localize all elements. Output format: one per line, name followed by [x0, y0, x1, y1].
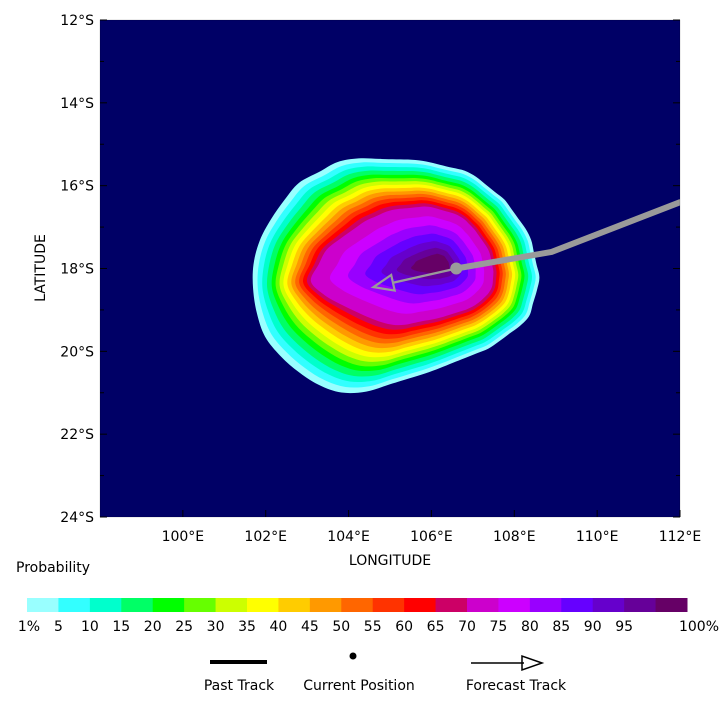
colorbar-label: 25: [175, 619, 193, 635]
colorbar-label: 100%: [679, 619, 719, 635]
y-tick-label: 22°S: [60, 427, 94, 443]
colorbar-swatch: [655, 598, 688, 612]
colorbar-label: 5: [54, 619, 63, 635]
colorbar-swatch: [152, 598, 185, 612]
colorbar-swatch: [341, 598, 374, 612]
y-axis-title: LATITUDE: [33, 234, 49, 302]
colorbar-swatch: [372, 598, 405, 612]
x-axis: 100°E 102°E 104°E 106°E 108°E 110°E 112°E: [162, 510, 702, 545]
colorbar-label: 1%: [18, 619, 40, 635]
colorbar-swatch: [592, 598, 625, 612]
colorbar-swatch: [58, 598, 91, 612]
colorbar-label: 80: [521, 619, 539, 635]
past-track-line: [453, 199, 680, 272]
legend: Past Track Current Position Forecast Tra…: [204, 652, 567, 694]
colorbar-labels: 1% 5 10 15 20 25 30 35 40 45 50 55 60 65 70 75 80 85 90 95 1…: [18, 619, 719, 635]
colorbar-swatch: [89, 598, 122, 612]
colorbar-swatch: [498, 598, 531, 612]
forecast-track-legend-arrow-icon: [521, 654, 545, 672]
colorbar-swatch: [561, 598, 594, 612]
x-tick-label: 106°E: [410, 529, 453, 545]
colorbar-label: 45: [301, 619, 319, 635]
y-axis: 12°S 14°S 16°S 18°S 20°S 22°S 24°S: [60, 13, 680, 526]
colorbar-label: 30: [207, 619, 225, 635]
colorbar-label: 65: [427, 619, 445, 635]
colorbar-swatch: [309, 598, 342, 612]
colorbar-swatch: [121, 598, 154, 612]
probability-contours: [252, 158, 540, 394]
colorbar-swatch: [247, 598, 279, 612]
colorbar-label: 35: [238, 619, 256, 635]
colorbar-title: Probability: [16, 560, 90, 576]
colorbar-swatch: [529, 598, 562, 612]
forecast-track-legend-label: Forecast Track: [466, 678, 567, 694]
forecast-track-line: [392, 267, 457, 284]
storm-tracks: [370, 199, 680, 292]
colorbar-label: 50: [332, 619, 350, 635]
colorbar-label: 70: [458, 619, 476, 635]
colorbar-label: 75: [490, 619, 508, 635]
colorbar-swatch: [624, 598, 657, 612]
colorbar-label: 85: [552, 619, 570, 635]
colorbar-swatch: [404, 598, 437, 612]
x-tick-label: 108°E: [493, 529, 536, 545]
x-tick-label: 102°E: [244, 529, 287, 545]
colorbar-label: 15: [112, 619, 130, 635]
y-tick-label: 24°S: [60, 510, 94, 526]
colorbar-swatch: [215, 598, 248, 612]
current-position-legend-label: Current Position: [303, 678, 415, 694]
forecast-arrow-head: [370, 273, 397, 292]
colorbar-label: 40: [270, 619, 288, 635]
colorbar-swatch: [278, 598, 311, 612]
colorbar-label: 60: [395, 619, 413, 635]
colorbar-label: 95: [615, 619, 633, 635]
colorbar-label: 55: [364, 619, 382, 635]
y-tick-label: 20°S: [60, 344, 94, 360]
x-tick-label: 100°E: [162, 529, 205, 545]
colorbar-swatch: [184, 598, 217, 612]
current-position-marker: [450, 262, 463, 275]
colorbar-label: 90: [584, 619, 602, 635]
current-position-legend-icon: [349, 652, 357, 660]
x-tick-label: 104°E: [327, 529, 370, 545]
colorbar-swatch: [467, 598, 499, 612]
colorbar-swatch: [435, 598, 468, 612]
y-tick-label: 18°S: [60, 262, 94, 278]
y-tick-label: 14°S: [60, 96, 94, 112]
y-tick-label: 16°S: [60, 179, 94, 195]
past-track-legend-label: Past Track: [204, 678, 275, 694]
y-tick-label: 12°S: [60, 13, 94, 29]
colorbar-swatch: [27, 598, 59, 612]
x-tick-label: 110°E: [576, 529, 619, 545]
colorbar-label: 10: [81, 619, 99, 635]
x-axis-title: LONGITUDE: [349, 553, 431, 569]
colorbar-label: 20: [144, 619, 162, 635]
probability-contour-band: [411, 253, 450, 274]
x-tick-label: 112°E: [659, 529, 702, 545]
colorbar: [27, 598, 688, 612]
